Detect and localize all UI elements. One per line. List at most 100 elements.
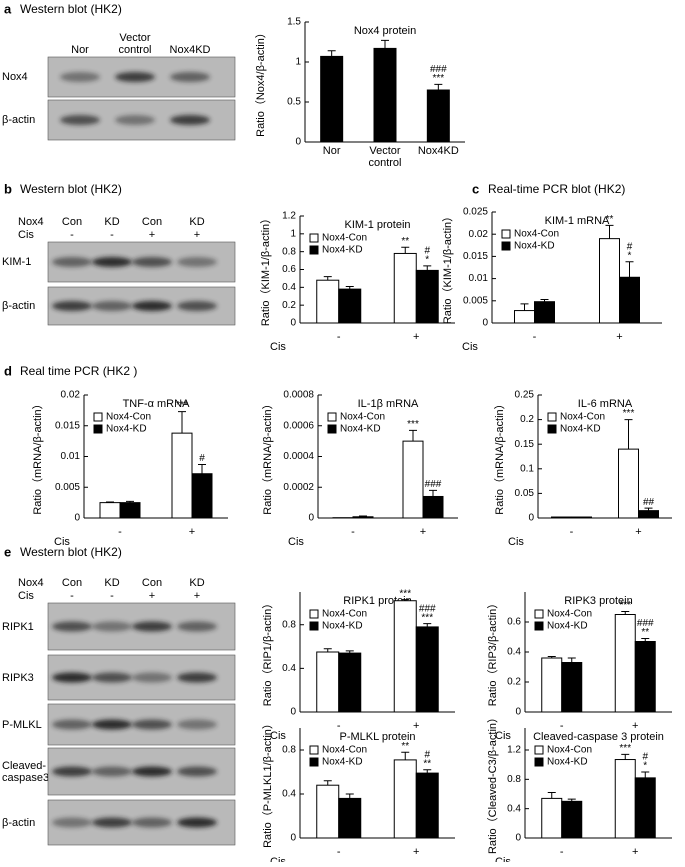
panel-letter: b [4,181,12,196]
blot-band [52,301,92,311]
bar [572,517,592,518]
blot-row-label-box: RIPK1 [2,614,48,642]
y-tick-label: 0.4 [282,282,296,293]
y-tick-label: 0.02 [469,229,489,240]
blot-header-value: - [70,590,74,602]
y-tick-label: 0 [515,707,521,718]
chart-title: KIM-1 mRNA [545,215,610,227]
legend-label: Nox4-Con [514,229,559,240]
legend-swatch [548,413,556,421]
legend-label: Nox4-KD [322,245,363,256]
blot-column-label: Vector control [105,28,165,56]
significance-label: *** [619,743,631,754]
legend-swatch [502,242,510,250]
panel-letter: e [4,544,11,559]
y-axis-label: Ratio（mRNA/β-actin） [31,398,44,514]
legend-swatch [310,610,318,618]
bar [374,48,396,142]
y-tick-label: 0.015 [55,420,80,431]
blot-header-value: KD [104,216,119,228]
bar [615,760,635,838]
error-bar [429,490,437,496]
blot-header-label: Cis [18,229,34,241]
significance-label: *** [399,588,411,599]
x-axis-label: Cis [270,856,286,862]
blot-header-label: Nox4 [18,216,44,228]
bar [535,302,555,323]
legend-swatch [328,425,336,433]
blot-header-value: Con [142,216,162,228]
error-bar [625,420,633,450]
panel-title: Western blot (HK2) [20,545,122,559]
bar [416,773,438,838]
bar [353,517,373,518]
y-tick-label: 0.1 [520,463,534,474]
y-tick-label: 0.5 [287,97,301,108]
x-axis-label: Cis [288,536,304,548]
x-axis-label: Cis [54,536,70,548]
significance-label: ## [643,497,655,508]
blot-header-value: + [194,229,200,241]
bar [339,798,361,838]
error-bar [324,781,332,785]
blot-band [132,301,172,311]
y-tick-label: 0.4 [507,647,521,658]
blot-band [92,622,132,632]
y-tick-label: 0.025 [463,207,488,218]
y-tick-label: 0.0004 [283,451,314,462]
significance-label: *** [176,400,188,411]
x-tick-label: Nor [305,145,358,157]
y-tick-label: 0.8 [282,745,296,756]
blot-header-label: Cis [18,590,34,602]
blot-row-label: P-MLKL [2,712,48,738]
blot-row-label-box: β-actin [2,810,48,838]
panel-title: Western blot (HK2) [20,182,122,196]
x-tick-label: + [635,526,641,538]
blot-row-label-box: β-actin [2,293,48,321]
x-tick-label: + [616,331,622,343]
blot-row-label-box: β-actin [2,107,48,135]
blot-band [52,622,92,632]
y-tick-label: 0 [290,707,296,718]
panel-title: Real time PCR (HK2 ) [20,364,137,378]
bar [542,658,562,712]
error-bar [346,794,354,798]
x-tick-label-box: Vector control [358,145,411,175]
y-tick-label: 0.2 [520,414,534,425]
legend-label: Nox4-KD [547,757,588,768]
bar [562,663,582,713]
bar [100,503,120,518]
blot-band [60,115,100,125]
y-tick-label: 1 [295,57,301,68]
y-tick-label: 0 [482,318,488,329]
bar [615,615,635,713]
bar [394,601,416,712]
blot-row-label-box: KIM-1 [2,249,48,277]
blot-row-label: β-actin [2,107,48,133]
significance-label: *** [407,419,419,430]
blot-header-label: Nox4 [18,577,44,589]
blot-column-label-box: Nor [50,28,110,58]
significance-label: *** [623,408,635,419]
chart-title: IL-1β mRNA [358,398,419,410]
x-tick-label: - [351,526,355,538]
error-bar [568,658,576,663]
y-tick-label: 0.05 [515,488,535,499]
legend-label: Nox4-Con [322,745,367,756]
bar [542,798,562,838]
bar [619,449,639,518]
blot-header-value: KD [104,577,119,589]
blot-row-label-box: P-MLKL [2,712,48,740]
legend-swatch [535,746,543,754]
blot-column-label: Nox4KD [160,28,220,56]
y-tick-label: 0.4 [507,803,521,814]
legend-swatch [535,622,543,630]
x-tick-label: - [570,526,574,538]
y-axis-label: Ratio（P-MLKL1/β-actin） [261,718,274,848]
significance-label: ** [401,741,409,752]
x-tick-label: Vector control [358,145,411,169]
blot-band [60,72,100,82]
blot-band [177,673,217,683]
panel-letter: a [4,1,12,16]
blot-row-label: RIPK3 [2,665,48,691]
